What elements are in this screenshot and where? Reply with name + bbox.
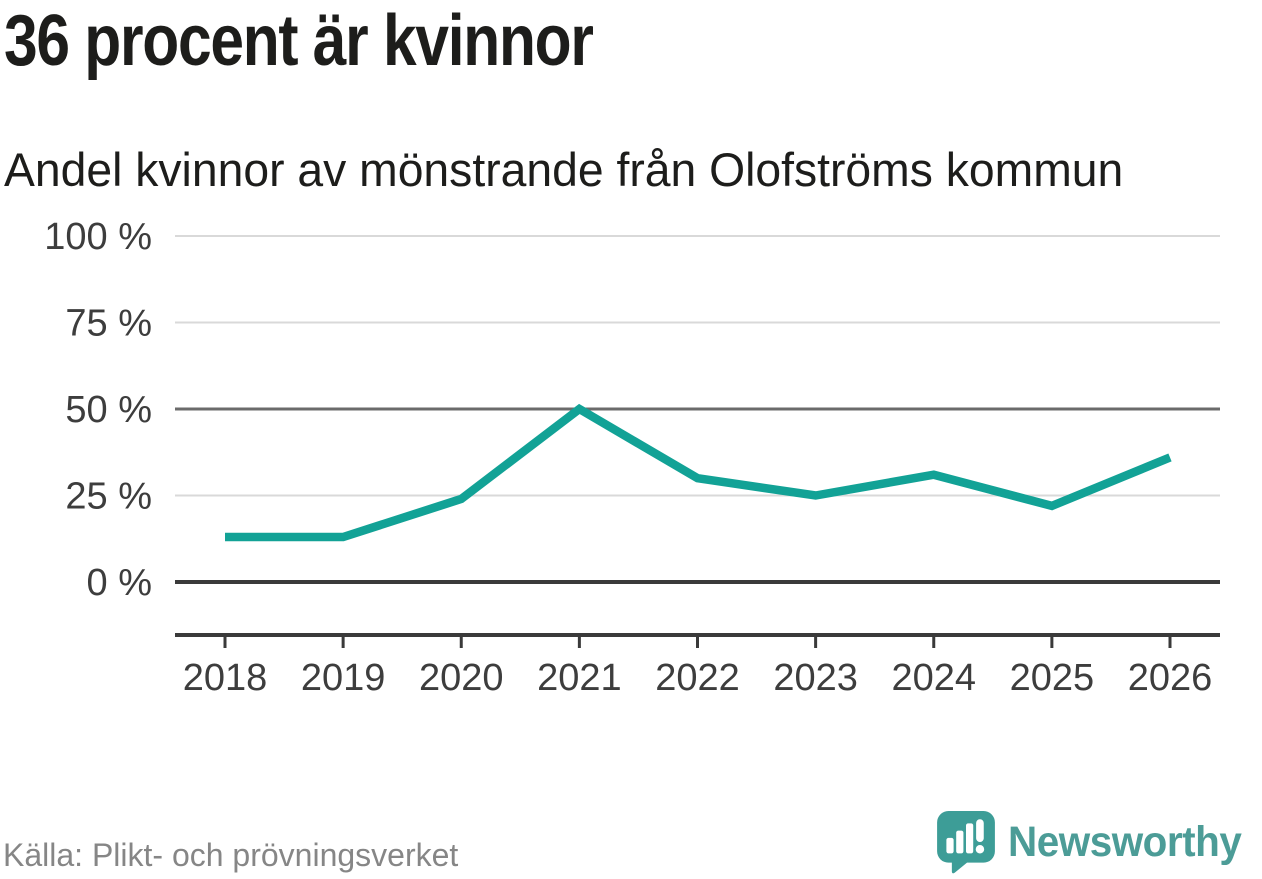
x-tick-label: 2024 [891,657,976,699]
y-tick-label: 75 % [65,303,152,345]
chart-subtitle: Andel kvinnor av mönstrande från Olofstr… [4,143,1124,196]
x-tick-label: 2018 [183,657,268,699]
chart-title: 36 procent är kvinnor [4,1,594,81]
x-tick-label: 2023 [773,657,858,699]
x-tick-label: 2019 [301,657,386,699]
x-tick-label: 2022 [655,657,740,699]
y-tick-label: 50 % [65,389,152,431]
line-chart: 0 % 25 % 50 % 75 % 100 % 2018 2019 2020 2021 2022… [44,216,1220,699]
y-tick-label: 100 % [44,216,152,258]
newsworthy-wordmark: Newsworthy [1007,817,1242,866]
newsworthy-speech-bubble-chart-icon [936,811,995,874]
x-tick-label: 2026 [1128,657,1213,699]
data-line [225,403,1172,542]
source-note: Källa: Plikt- och prövningsverket [3,837,459,873]
x-tick-label: 2020 [419,657,504,699]
y-tick-label: 25 % [65,476,152,518]
y-tick-label: 0 % [87,562,152,604]
x-tick-label: 2021 [537,657,622,699]
x-tick-label: 2025 [1010,657,1095,699]
newsworthy-logo: Newsworthy [936,810,1256,874]
